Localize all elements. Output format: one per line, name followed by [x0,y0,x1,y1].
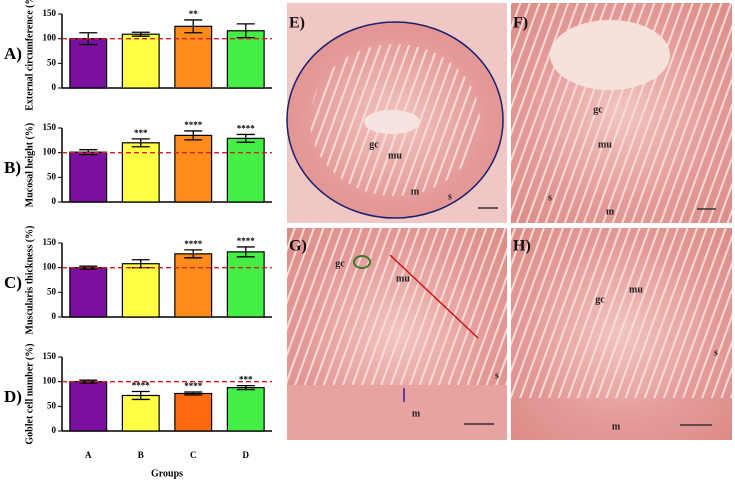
significance: *** [134,128,148,138]
y-tick-label: 100 [43,33,57,43]
bar [226,137,265,203]
tissue-label: mu [598,139,612,150]
tissue-label: mu [629,284,643,295]
significance: **** [184,239,203,249]
error-bar [131,31,150,37]
y-tick-label: 100 [43,262,57,272]
bar [174,392,213,432]
y-tick-label: 150 [43,122,57,132]
panel-label: D) [4,387,22,406]
error-bar [131,138,150,148]
micrograph-e [286,3,507,223]
y-tick-label: 100 [43,147,57,157]
y-tick-label: 50 [47,400,57,410]
tissue-label: s [448,191,452,202]
bar [226,386,265,432]
y-tick-label: 50 [47,57,57,67]
error-bar [184,249,203,259]
y-tick-label: 0 [52,425,57,435]
error-bar [236,133,255,143]
bar [69,381,108,432]
y-tick-label: 150 [43,237,57,247]
significance: ** [189,9,199,19]
tissue-label: gc [595,294,605,305]
bar [226,251,265,318]
error-bar [184,391,203,396]
y-tick-label: 100 [43,376,57,386]
panel-label: A) [4,44,22,63]
tissue-label: gc [335,258,345,269]
x-tick-label: C [190,450,197,460]
bar [121,142,160,203]
y-axis-label: Mucosal height (%) [24,123,35,207]
significance: **** [184,381,203,391]
panel-label: B) [4,158,21,177]
significance: **** [184,120,203,130]
error-bar [184,130,203,141]
micrograph-h [511,228,732,440]
x-tick-label: A [85,450,92,460]
y-tick-label: 50 [47,171,57,181]
bar [69,267,108,318]
panel-label: C) [4,273,22,292]
micrograph-panel: G) [289,238,307,255]
error-bar [184,19,203,34]
significance: **** [132,381,151,391]
tissue-label: mu [396,273,410,284]
significance: **** [237,236,256,246]
y-axis-label: Muscularis thickness (%) [24,226,35,335]
error-bar [236,384,255,391]
bar [69,38,108,89]
tissue-label: s [495,370,499,381]
y-tick-label: 0 [52,82,57,92]
significance: *** [239,375,253,385]
bar [121,263,160,318]
bar [174,25,213,89]
tissue-label: s [714,347,718,358]
bar [121,394,160,432]
tissue-label: m [606,206,615,217]
y-axis-label: Goblet cell number (%) [24,343,35,444]
y-tick-label: 150 [43,8,57,18]
y-tick-label: 150 [43,351,57,361]
tissue-label: s [548,192,552,203]
micrograph-panel: E) [289,15,305,32]
x-axis-label: Groups [151,468,183,479]
y-tick-label: 50 [47,286,57,296]
tissue-label: gc [369,139,379,150]
tissue-label: m [412,408,421,419]
tissue-label: gc [593,104,603,115]
error-bar [131,390,150,401]
micrograph-panel: H) [513,238,531,255]
bar [174,253,213,318]
micrograph-f [511,3,732,223]
significance: **** [237,123,256,133]
x-tick-label: D [243,450,250,460]
tissue-label: m [411,186,420,197]
bar [69,151,108,203]
tissue-label: mu [388,150,402,161]
bar [174,134,213,203]
y-axis-label: External circumference (%) [24,0,35,111]
tissue-label: m [612,421,621,432]
error-bar [236,246,255,258]
error-bar [236,23,255,39]
y-tick-label: 0 [52,311,57,321]
bar [121,33,160,89]
bar [226,30,265,89]
micrograph-g [287,228,507,440]
micrograph-panel: F) [513,15,528,32]
y-tick-label: 0 [52,196,57,206]
x-tick-label: B [138,450,144,460]
